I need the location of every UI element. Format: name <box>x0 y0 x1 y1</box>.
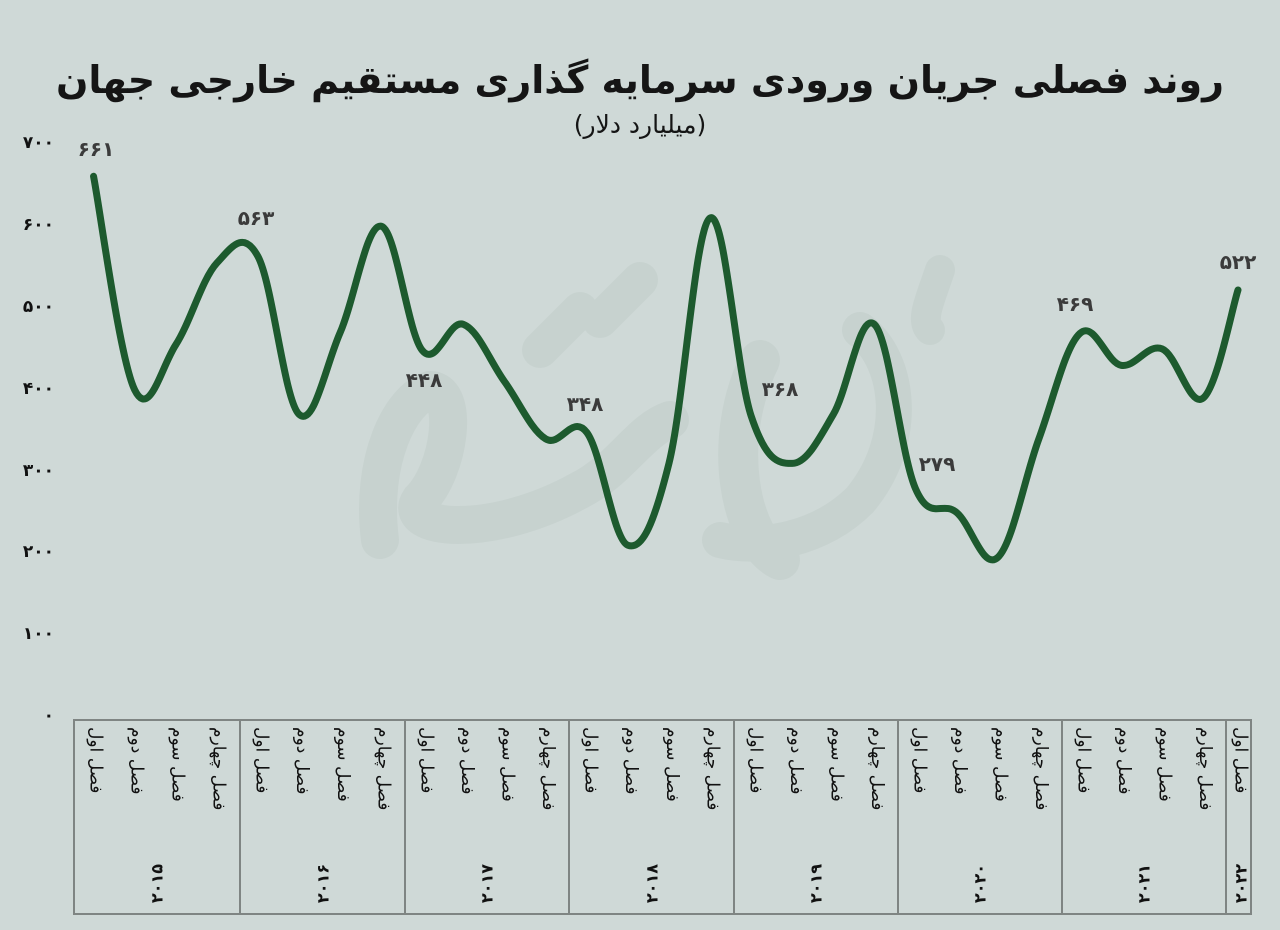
data-point-label: ۴۴۸ <box>405 368 443 392</box>
year-group-2020: فصل اول فصل دوم فصل سوم فصل چهارم ۲۰۲۰ <box>897 721 1061 913</box>
data-point-label: ۳۶۸ <box>761 377 799 401</box>
year-group-2019: فصل اول فصل دوم فصل سوم فصل چهارم ۲۰۱۹ <box>733 721 897 913</box>
quarter-label: فصل دوم <box>949 727 970 795</box>
y-tick-200: ۲۰۰ <box>22 542 54 562</box>
quarter-label: فصل اول <box>580 727 601 794</box>
quarter-label: فصل سوم <box>497 727 518 802</box>
quarter-label: فصل چهارم <box>1194 727 1215 811</box>
y-tick-400: ۴۰۰ <box>22 379 54 399</box>
year-label: ۲۰۱۶ <box>313 863 332 903</box>
quarter-label: فصل دوم <box>456 727 477 795</box>
data-point-label: ۳۴۸ <box>566 392 604 416</box>
quarter-label: فصل اول <box>85 727 106 794</box>
quarter-label: فصل سوم <box>332 727 353 802</box>
data-point-label: ۵۶۳ <box>237 206 275 230</box>
y-tick-500: ۵۰۰ <box>22 297 54 317</box>
quarter-label: فصل چهارم <box>1030 727 1051 811</box>
data-point-label: ۴۶۹ <box>1056 292 1094 316</box>
y-tick-100: ۱۰۰ <box>22 624 54 644</box>
quarter-label: فصل دوم <box>1113 727 1134 795</box>
quarter-label: فصل اول <box>909 727 930 794</box>
quarter-label: فصل چهارم <box>208 727 229 811</box>
quarter-label: فصل دوم <box>292 727 313 795</box>
quarter-label: فصل دوم <box>126 727 147 795</box>
quarter-label: فصل چهارم <box>866 727 887 811</box>
y-tick-700: ۷۰۰ <box>22 133 54 153</box>
data-point-label: ۲۷۹ <box>918 452 956 476</box>
quarter-label: فصل اول <box>745 727 766 794</box>
quarter-label: فصل اول <box>1073 727 1094 794</box>
quarter-label: فصل چهارم <box>537 727 558 811</box>
quarter-label: فصل سوم <box>826 727 847 802</box>
year-label: ۲۰۱۹ <box>806 863 826 903</box>
year-label: ۲۰۲۰ <box>970 863 990 903</box>
year-group-2022: فصل اول ۲۰۲۲ <box>1225 721 1254 913</box>
year-group-2018: فصل اول فصل دوم فصل سوم فصل چهارم ۲۰۱۸ <box>568 721 733 913</box>
data-point-label: ۶۶۱ <box>77 137 115 161</box>
year-label: ۲۰۱۷ <box>477 863 497 903</box>
quarter-label: فصل سوم <box>167 727 188 802</box>
x-axis-table: فصل اول فصل دوم فصل سوم فصل چهارم ۲۰۱۵ ف… <box>73 719 1252 915</box>
fdi-series-line <box>90 172 1242 564</box>
quarter-label: فصل سوم <box>1154 727 1175 802</box>
data-point-label: ۵۲۲ <box>1219 250 1257 274</box>
year-label: ۲۰۲۲ <box>1231 863 1250 903</box>
quarter-label: فصل چهارم <box>702 727 723 811</box>
year-label: ۲۰۱۵ <box>147 863 167 903</box>
y-tick-300: ۳۰۰ <box>22 461 54 481</box>
quarter-label: فصل چهارم <box>373 727 394 811</box>
year-group-2017: فصل اول فصل دوم فصل سوم فصل چهارم ۲۰۱۷ <box>404 721 568 913</box>
year-group-2021: فصل اول فصل دوم فصل سوم فصل چهارم ۲۰۲۱ <box>1061 721 1225 913</box>
quarter-label: فصل دوم <box>785 727 806 795</box>
year-group-2015: فصل اول فصل دوم فصل سوم فصل چهارم ۲۰۱۵ <box>75 721 239 913</box>
quarter-label: فصل دوم <box>621 727 642 795</box>
quarter-label: فصل اول <box>416 727 437 794</box>
quarter-label: فصل اول <box>251 727 272 794</box>
quarter-label: فصل سوم <box>661 727 682 802</box>
year-group-2016: فصل اول فصل دوم فصل سوم فصل چهارم ۲۰۱۶ <box>239 721 404 913</box>
year-label: ۲۰۲۱ <box>1134 863 1154 903</box>
y-tick-600: ۶۰۰ <box>22 215 54 235</box>
chart-title: روند فصلی جریان ورودی سرمایه گذاری مستقی… <box>55 58 1225 102</box>
y-tick-0: ۰ <box>43 706 54 726</box>
year-label: ۲۰۱۸ <box>642 863 661 903</box>
quarter-label: فصل اول <box>1230 727 1251 794</box>
quarter-label: فصل سوم <box>990 727 1011 802</box>
chart-subtitle: (میلیارد دلار) <box>573 110 707 139</box>
